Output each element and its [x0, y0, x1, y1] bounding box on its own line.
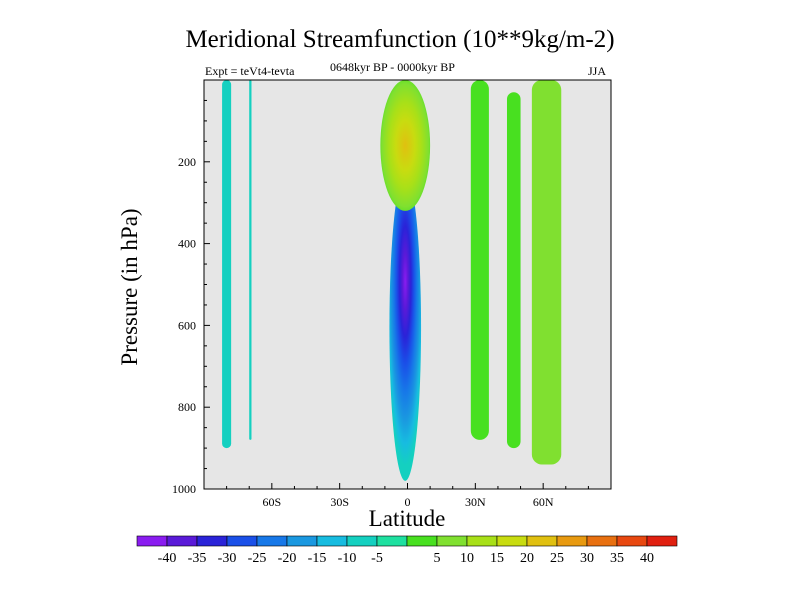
colorbar-box	[526, 535, 558, 547]
colorbar-box	[496, 535, 528, 547]
contour-south-polar-band-1	[222, 80, 232, 449]
contour-north-band-1	[470, 80, 489, 440]
x-tick-label: 0	[405, 495, 411, 509]
colorbar-box	[166, 535, 198, 547]
y-tick-label: 600	[178, 318, 196, 332]
contour-south-polar-band-2	[249, 80, 252, 440]
colorbar-box	[616, 535, 648, 547]
colorbar-label: 5	[434, 551, 441, 566]
colorbar-box	[586, 535, 618, 547]
colorbar-label: -5	[371, 551, 383, 566]
y-tick-label: 800	[178, 400, 196, 414]
contour-upper-trop-max	[380, 80, 431, 211]
chart-title: Meridional Streamfunction (10**9kg/m-2)	[185, 26, 615, 53]
colorbar-label: -20	[278, 551, 297, 566]
colorbar-label: 10	[460, 551, 474, 566]
colorbar-label: 40	[640, 551, 654, 566]
colorbar-box	[316, 535, 348, 547]
x-tick-label: 30N	[465, 495, 486, 509]
y-tick-label: 400	[178, 237, 196, 251]
colorbar-label: -35	[188, 551, 207, 566]
season-label: JJA	[588, 64, 607, 78]
colorbar-label: -15	[308, 551, 327, 566]
colorbar-label: -30	[218, 551, 237, 566]
x-tick-label: 60N	[533, 495, 554, 509]
colorbar-label: -25	[248, 551, 267, 566]
colorbar-box	[406, 535, 438, 547]
colorbar-box	[436, 535, 468, 547]
x-tick-label: 60S	[262, 495, 281, 509]
colorbar-box	[196, 535, 228, 547]
colorbar-label: 20	[520, 551, 534, 566]
colorbar-box	[646, 535, 678, 547]
y-tick-label: 1000	[172, 482, 196, 496]
x-axis-label: Latitude	[368, 506, 446, 531]
colorbar-box	[136, 535, 168, 547]
colorbar-label: -40	[158, 551, 177, 566]
colorbar-box	[226, 535, 258, 547]
colorbar-label: 30	[580, 551, 594, 566]
colorbar-box	[556, 535, 588, 547]
y-tick-label: 200	[178, 155, 196, 169]
contour-equatorial-min	[389, 174, 422, 481]
contour-north-band-3	[531, 80, 562, 465]
colorbar-label: 25	[550, 551, 564, 566]
colorbar-label: 35	[610, 551, 624, 566]
experiment-label: Expt = teVt4-tevta	[205, 64, 295, 78]
colorbar-box	[256, 535, 288, 547]
chart-subtitle: 0648kyr BP - 0000kyr BP	[330, 60, 455, 74]
colorbar-label: 15	[490, 551, 504, 566]
colorbar-box	[286, 535, 318, 547]
colorbar-box	[376, 535, 408, 547]
contour-north-band-2	[506, 92, 521, 449]
colorbar-box	[466, 535, 498, 547]
colorbar-box	[346, 535, 378, 547]
x-tick-label: 30S	[330, 495, 349, 509]
colorbar-label: -10	[338, 551, 357, 566]
